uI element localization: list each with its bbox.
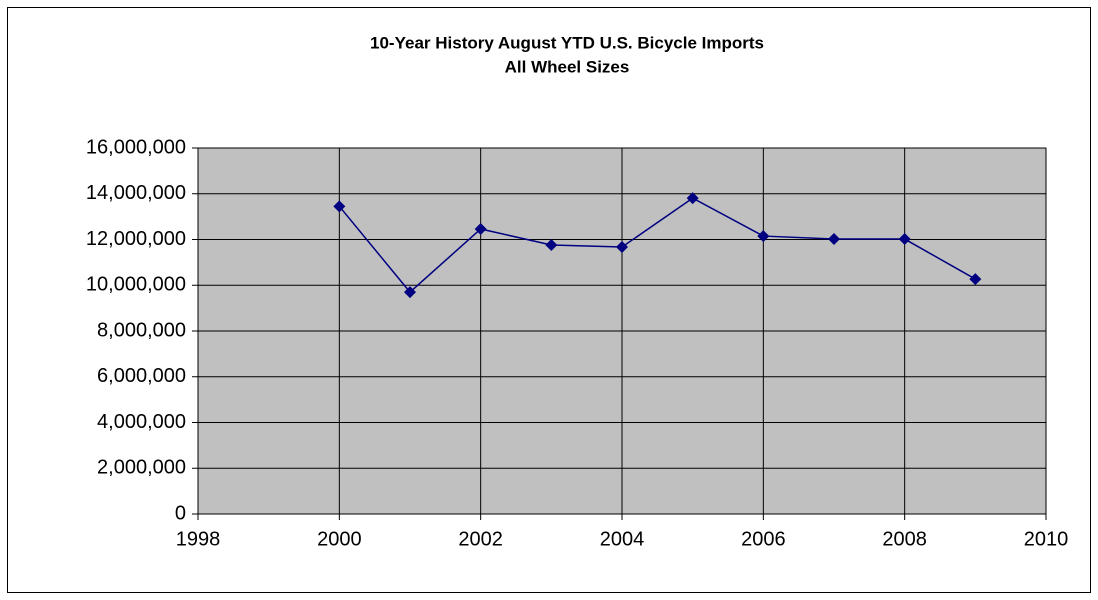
data-point (333, 200, 346, 213)
data-point (686, 192, 699, 205)
y-tick-label: 8,000,000 (97, 319, 186, 341)
y-tick-label: 6,000,000 (97, 365, 186, 387)
data-point (898, 233, 911, 246)
chart-subtitle: All Wheel Sizes (505, 57, 630, 76)
y-tick-label: 2,000,000 (97, 457, 186, 479)
chart-title: 10-Year History August YTD U.S. Bicycle … (370, 33, 764, 52)
x-tick-label: 2002 (458, 528, 503, 550)
data-point (404, 286, 416, 299)
x-tick-label: 2006 (741, 528, 786, 550)
data-point (474, 222, 487, 235)
data-point (616, 241, 628, 254)
y-tick-label: 14,000,000 (86, 182, 186, 204)
data-line (338, 197, 976, 294)
data-point (545, 238, 558, 251)
data-point (828, 233, 840, 246)
x-tick-label: 2010 (1024, 528, 1069, 550)
x-tick-label: 1998 (176, 528, 221, 550)
x-tick-label: 2000 (317, 528, 362, 550)
y-tick-label: 12,000,000 (86, 228, 186, 250)
y-tick-label: 4,000,000 (97, 411, 186, 433)
y-tick-label: 0 (175, 502, 186, 524)
y-tick-label: 16,000,000 (86, 136, 186, 158)
data-point (969, 273, 982, 286)
x-tick-label: 2008 (882, 528, 927, 550)
x-tick-label: 2004 (600, 528, 645, 550)
data-point (757, 230, 770, 243)
y-tick-label: 10,000,000 (86, 274, 186, 296)
